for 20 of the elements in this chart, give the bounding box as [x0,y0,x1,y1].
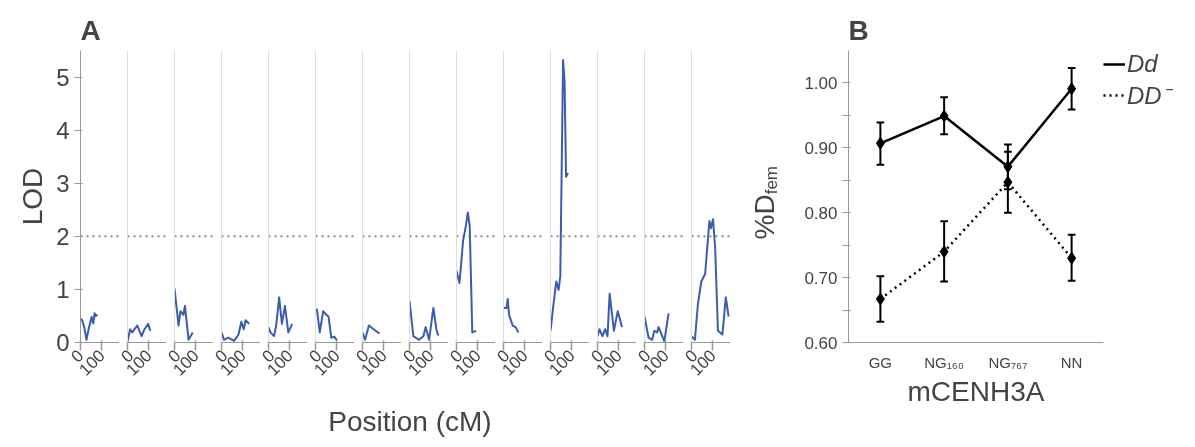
y-tick-label: 1.00 [804,73,838,93]
y-tick-label: 5 [56,63,70,91]
y-tick-label: 0.60 [804,333,838,353]
y-tick-label: 2 [56,222,70,250]
y-tick-label: 3 [56,169,70,197]
text: Position (cM) [328,405,492,439]
chart-title: B [848,14,869,46]
chart-title: A [80,14,101,46]
x-tick-label: NG₁₆₀ [924,353,965,371]
y-axis-title: LOD [17,167,49,226]
x-tick-label: NG₇₆₇ [988,353,1028,371]
x-tick-label: GG [868,353,893,371]
x-tick-label: NN [1060,353,1083,371]
y-tick-label: 0.80 [804,203,838,223]
x-axis-title: mCENH3A [907,375,1045,407]
legend-label: Dd [1127,50,1158,78]
y-tick-label: 1 [56,275,70,303]
y-tick-label: 0.70 [804,268,838,288]
y-tick-label: 0.90 [804,138,838,158]
y-tick-label: 4 [56,116,70,144]
